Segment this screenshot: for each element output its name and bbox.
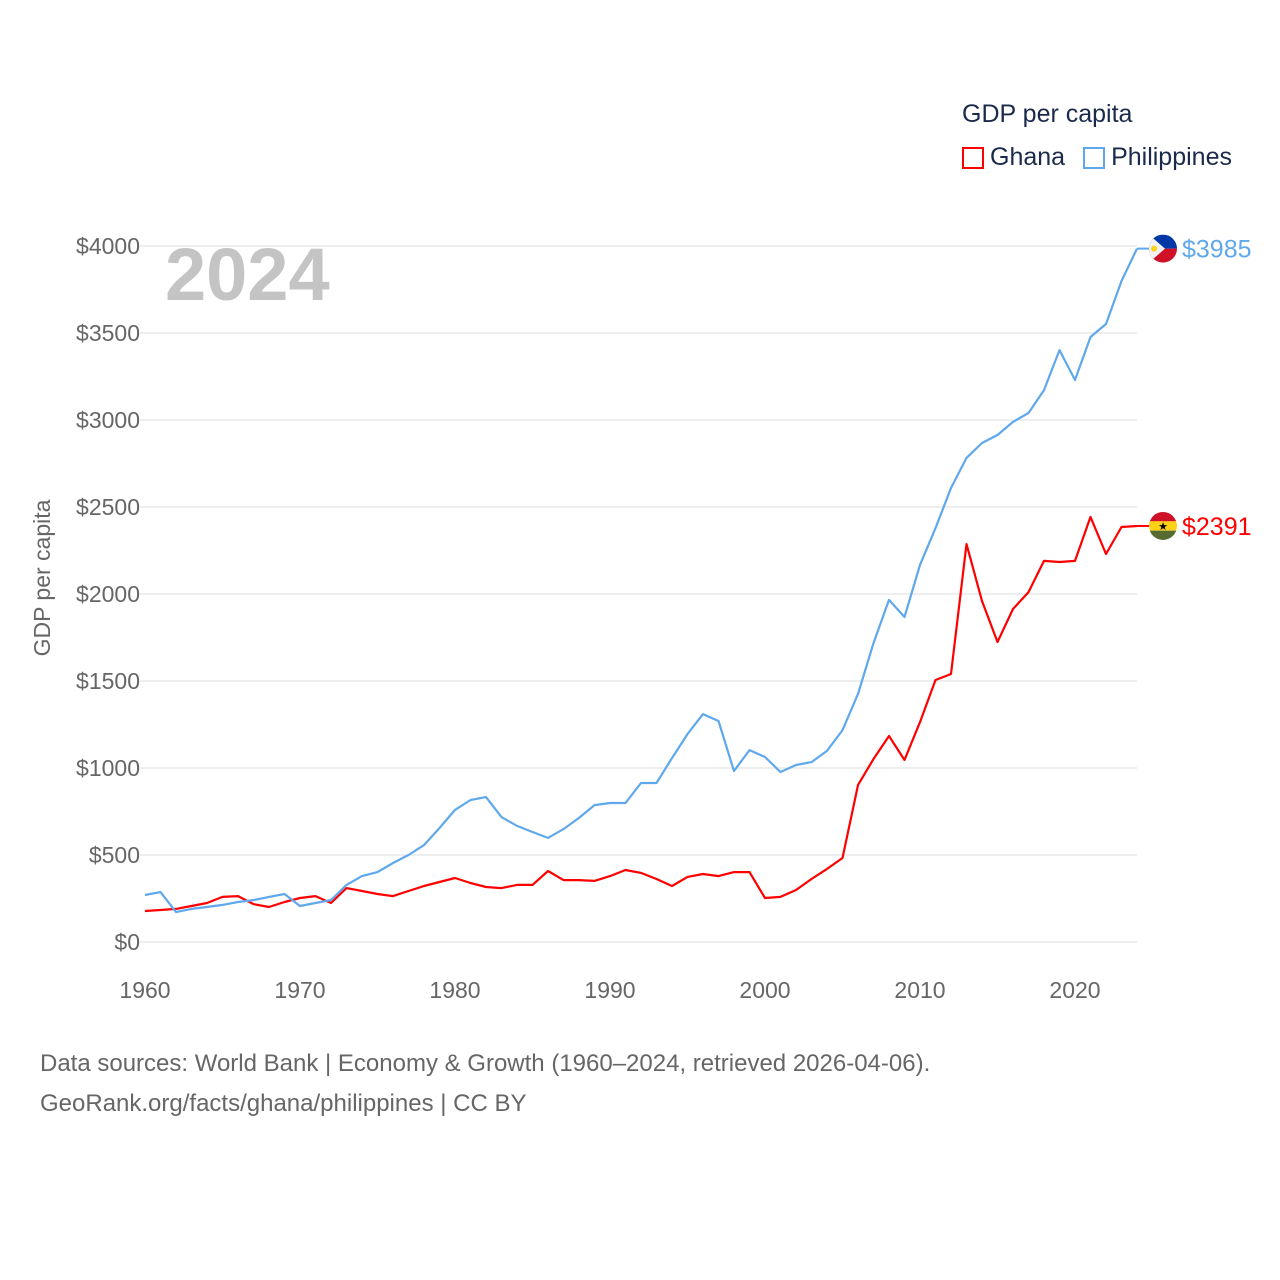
svg-text:★: ★ [1158,521,1168,533]
y-tick-label: $2500 [76,494,140,520]
legend-label: Philippines [1111,143,1232,171]
legend-item-philippines[interactable]: Philippines [1083,143,1232,172]
x-tick-label: 1990 [584,977,635,1003]
legend-title: GDP per capita [962,100,1133,128]
y-tick-label: $0 [114,929,140,955]
x-tick-label: 2000 [739,977,790,1003]
legend-swatch [962,146,984,169]
footer: Data sources: World Bank | Economy & Gro… [40,1044,930,1124]
legend-swatch [1083,146,1106,169]
y-axis-label: GDP per capita [29,499,55,656]
end-value-label: $3985 [1182,236,1252,264]
y-tick-label: $1500 [76,668,140,694]
legend-item-ghana[interactable]: Ghana [962,143,1065,172]
ghana-flag-icon: ★ [1149,511,1177,540]
series-line-ghana [144,515,1138,913]
data-source: Data sources: World Bank | Economy & Gro… [40,1050,931,1077]
x-tick-label: 1970 [274,977,325,1003]
x-tick-label: 2010 [894,977,945,1003]
x-tick-label: 2020 [1049,977,1100,1003]
y-tick-label: $500 [89,842,140,868]
y-tick-label: $3500 [76,320,140,346]
y-tick-label: $2000 [76,581,140,607]
legend-label: Ghana [990,143,1066,171]
legend: Ghana Philippines [962,143,1232,172]
series-line-philippines [144,248,1138,914]
end-value-label: $2391 [1182,513,1252,541]
year-watermark: 2024 [165,233,330,316]
source-link[interactable]: GeoRank.org/facts/ghana/philippines | CC… [40,1090,527,1117]
y-tick-label: $1000 [76,755,140,781]
y-tick-label: $3000 [76,407,140,433]
philippines-flag-icon [1149,234,1177,263]
x-tick-label: 1980 [429,977,480,1003]
x-tick-label: 1960 [119,977,170,1003]
y-tick-label: $4000 [76,233,140,259]
